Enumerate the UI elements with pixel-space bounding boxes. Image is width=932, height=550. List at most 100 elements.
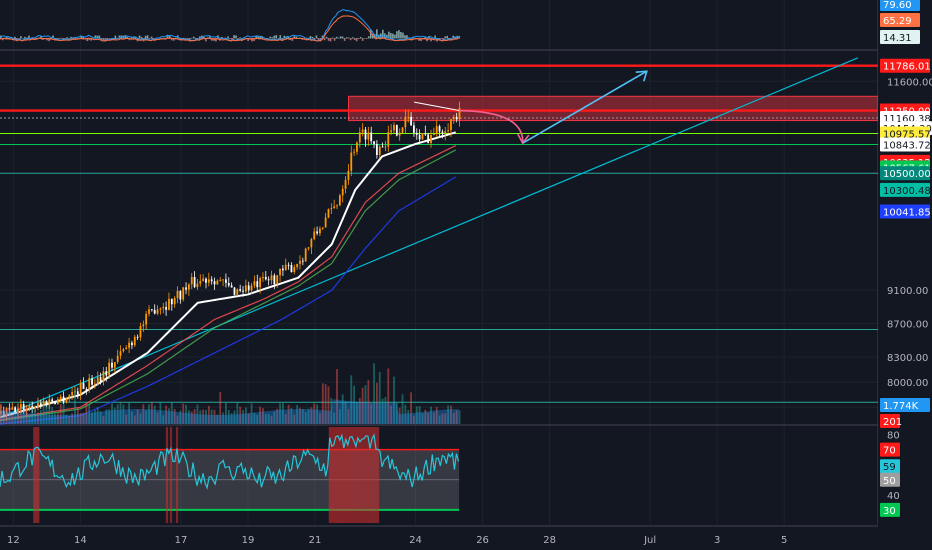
volume-bar: [96, 407, 99, 424]
volume-bar: [139, 413, 142, 424]
macd-histogram-bar: [361, 38, 364, 41]
candle-body: [199, 280, 202, 284]
volume-bar: [153, 405, 156, 424]
rsi-overbought-marker: [362, 427, 366, 523]
volume-bar: [404, 404, 407, 424]
time-axis[interactable]: 12 14 17 19 21 24 26 28 Jul 3 5: [0, 527, 878, 550]
rsi-overbought-marker: [342, 427, 346, 523]
candle-body: [222, 279, 224, 281]
macd-histogram-bar: [353, 38, 356, 41]
volume-bar: [293, 414, 296, 424]
candle-body: [111, 362, 113, 368]
candle-body: [347, 170, 350, 180]
candle-body: [219, 280, 222, 281]
macd-panel: [0, 9, 461, 42]
trendline-layer: [0, 57, 859, 418]
candle-body: [390, 130, 393, 133]
rsi-oversold-label: 30: [883, 506, 896, 517]
macd-histogram-bar: [273, 35, 276, 39]
price-level-label: 10500.00: [883, 169, 931, 180]
macd-histogram-bar: [126, 36, 129, 39]
macd-histogram-bar: [424, 37, 426, 39]
candle-body: [367, 132, 370, 140]
candle-body: [190, 277, 193, 285]
macd-histogram-bar: [94, 35, 97, 39]
macd-histogram-bar: [458, 36, 461, 39]
candle-body: [401, 127, 404, 133]
rsi-overbought-marker: [374, 427, 378, 523]
price-axis[interactable]: 11600.009100.008700.008300.008000.007700…: [878, 0, 932, 550]
macd-histogram-bar: [369, 29, 372, 39]
macd-histogram-bar: [2, 38, 4, 41]
candle-body: [381, 146, 384, 148]
volume-bar: [59, 404, 62, 424]
volume-bar: [185, 404, 187, 424]
volume-bar: [301, 409, 304, 424]
candle-body: [93, 383, 96, 385]
candle-body: [213, 281, 216, 285]
macd-histogram-bar: [303, 38, 306, 39]
volume-bar: [256, 415, 259, 424]
rsi-overbought-marker: [334, 427, 337, 523]
candle-body: [136, 336, 139, 338]
volume-bar: [176, 415, 179, 424]
macd-histogram-bar: [357, 38, 360, 40]
candle-body: [319, 228, 321, 234]
rsi-overbought-marker: [328, 427, 331, 523]
candle-body: [267, 279, 270, 281]
rsi-value-label: 59: [883, 462, 896, 473]
volume-bar: [99, 411, 102, 424]
volume-bar: [370, 403, 373, 424]
price-tick-label: 8000.00: [887, 378, 928, 389]
volume-bar: [108, 409, 111, 424]
volume-bar: [430, 406, 432, 424]
macd-histogram-bar: [382, 29, 384, 39]
rsi-panel: [0, 427, 460, 523]
macd-histogram-bar: [70, 36, 72, 39]
price-level-label-badge: [880, 204, 930, 219]
volume-bar: [0, 403, 2, 424]
volume-bar: [310, 407, 313, 424]
volume-bar: [253, 412, 256, 424]
candle-body: [370, 132, 373, 142]
candle-body: [230, 285, 233, 288]
price-level-label: 10843.72: [883, 140, 931, 151]
chart-grid: [0, 0, 932, 527]
candle-body: [321, 227, 324, 229]
volume-bar: [324, 384, 327, 424]
volume-bar: [187, 410, 190, 424]
macd-histogram-bar: [152, 38, 155, 40]
moving-average-line: [0, 176, 457, 425]
macd-histogram-bar: [253, 38, 255, 41]
macd-histogram-bar: [180, 38, 183, 41]
candle-body: [173, 298, 176, 305]
candle-body: [22, 404, 25, 412]
price-axis-background: [878, 0, 932, 550]
volume-bar: [42, 404, 45, 424]
macd-histogram-bar: [402, 32, 404, 39]
candle-body: [450, 119, 452, 131]
candle-body: [142, 324, 145, 327]
volume-bar: [281, 403, 284, 424]
rsi-overbought-marker: [370, 427, 374, 523]
candle-body: [99, 377, 102, 382]
macd-histogram-bar: [355, 38, 358, 42]
volume-bar: [358, 397, 361, 424]
candle-body: [168, 298, 170, 310]
volume-bar: [296, 404, 299, 424]
volume-bar: [259, 406, 262, 424]
candle-body: [131, 342, 133, 346]
candle-body: [336, 205, 338, 207]
candle-body: [65, 398, 68, 403]
candle-body: [242, 290, 244, 292]
candle-body: [159, 308, 162, 310]
candle-body: [452, 116, 455, 120]
volume-bar: [165, 405, 168, 424]
volume-bar: [264, 414, 267, 424]
volume-bar: [45, 405, 48, 424]
candle-body: [179, 290, 182, 300]
volume-bar: [444, 413, 447, 424]
macd-histogram-bar: [418, 38, 420, 41]
volume-bar: [233, 410, 236, 424]
